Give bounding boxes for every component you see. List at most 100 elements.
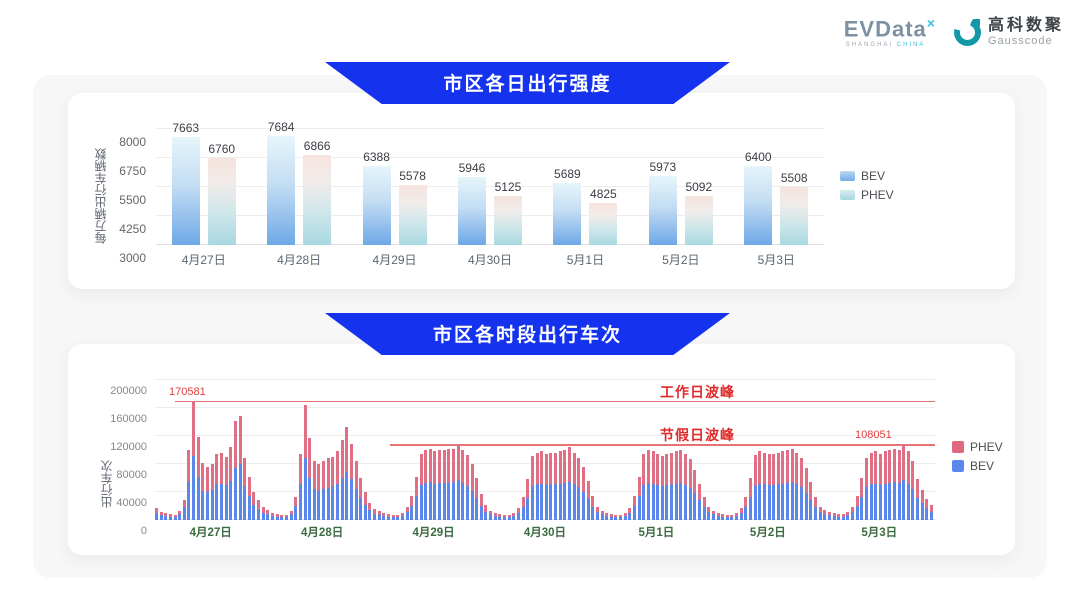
- phev-segment: [651, 451, 655, 484]
- phev-segment: [841, 514, 845, 517]
- bev-segment: [257, 508, 261, 520]
- hour-bar: [865, 458, 869, 520]
- bar-value-label: 7663: [172, 120, 200, 135]
- bev-segment: [489, 514, 493, 520]
- bev-segment: [674, 483, 678, 520]
- bev-segment: [897, 482, 901, 520]
- phev-segment: [795, 452, 799, 485]
- hour-bar: [554, 452, 558, 520]
- phev-segment: [452, 448, 455, 483]
- hour-bar: [363, 492, 367, 520]
- bev-segment: [168, 516, 172, 520]
- bev-segment: [846, 515, 850, 520]
- hour-bar: [233, 421, 237, 520]
- phev-segment: [247, 476, 251, 497]
- phev-segment: [869, 452, 873, 485]
- hour-bar: [568, 447, 572, 520]
- holiday-peak-label: 节假日波峰: [660, 427, 735, 444]
- bar-group: 5946 5125: [457, 160, 522, 245]
- bev-segment: [581, 492, 585, 520]
- legend-item-bev: BEV: [952, 459, 1003, 473]
- bev-segment: [911, 488, 915, 520]
- phev-bar-column: 5508: [780, 171, 809, 245]
- phev-segment: [289, 510, 293, 515]
- phev-bar: [207, 157, 236, 245]
- phev-swatch-icon: [840, 190, 855, 200]
- bev-segment: [345, 472, 349, 520]
- bev-segment: [554, 484, 558, 520]
- bev-segment: [512, 515, 516, 520]
- phev-bar: [684, 196, 713, 245]
- hour-bar: [693, 469, 697, 520]
- phev-segment: [916, 478, 920, 498]
- hour-bar: [749, 478, 752, 520]
- bev-segment: [275, 516, 279, 520]
- bev-segment: [688, 487, 692, 520]
- phev-segment: [540, 451, 544, 484]
- phev-segment: [878, 454, 882, 485]
- hour-bar: [442, 450, 446, 520]
- hour-bar: [577, 457, 581, 520]
- hour-bar: [929, 505, 933, 520]
- hour-bar: [164, 513, 168, 520]
- bev-segment: [219, 483, 223, 520]
- bev-segment: [428, 482, 432, 520]
- hour-bar: [540, 451, 544, 520]
- hour-bar: [433, 451, 437, 520]
- bev-segment: [735, 515, 739, 520]
- hour-bar: [911, 461, 915, 520]
- phev-segment: [400, 513, 404, 516]
- hour-bar: [735, 513, 739, 520]
- hour-bar: [614, 515, 618, 520]
- gausscode-cn-name: 高科数聚: [987, 17, 1064, 35]
- bev-segment: [711, 514, 715, 520]
- bar-group: 5973 5092: [648, 160, 713, 245]
- bev-segment: [776, 484, 780, 520]
- hour-bar: [238, 416, 242, 520]
- hour-bar: [261, 507, 265, 520]
- bev-segment: [419, 485, 423, 520]
- phev-segment: [744, 496, 748, 507]
- bev-segment: [516, 513, 520, 520]
- phev-segment: [860, 478, 864, 497]
- hour-bar: [544, 454, 548, 520]
- bev-segment: [484, 511, 488, 520]
- phev-segment: [271, 513, 275, 516]
- y-tick-label: 6750: [119, 163, 146, 178]
- phev-segment: [428, 448, 432, 483]
- bar-value-label: 5946: [458, 160, 486, 175]
- hour-bar: [832, 513, 836, 520]
- hour-bar: [257, 500, 261, 520]
- bev-segment: [832, 515, 836, 520]
- hour-bar: [206, 466, 210, 520]
- bev-segment: [530, 486, 534, 520]
- x-tick-label: 5月2日: [662, 253, 700, 267]
- hour-bar: [484, 505, 488, 520]
- hour-bar: [155, 508, 158, 520]
- hour-bar: [920, 489, 924, 520]
- bev-segment: [697, 500, 701, 520]
- phev-segment: [818, 506, 822, 513]
- hour-bar: [767, 454, 771, 520]
- bev-segment: [535, 484, 539, 520]
- phev-segment: [920, 489, 924, 504]
- phev-segment: [906, 451, 910, 484]
- hour-bar: [776, 452, 780, 520]
- phev-segment: [800, 457, 804, 488]
- bev-segment: [331, 486, 335, 520]
- x-tick-label: 4月28日: [277, 253, 322, 267]
- hour-bar: [461, 450, 465, 520]
- phev-bar: [493, 195, 522, 245]
- phev-bar-column: 5578: [398, 169, 427, 245]
- bev-segment: [192, 455, 196, 520]
- phev-segment: [600, 510, 604, 515]
- phev-segment: [753, 454, 757, 486]
- phev-segment: [354, 460, 358, 489]
- bar-group: 6388 5578: [362, 150, 427, 245]
- hour-bar: [827, 511, 831, 520]
- bev-segment: [558, 483, 562, 520]
- phev-segment: [767, 454, 771, 485]
- bev-segment: [247, 496, 251, 520]
- bev-bar: [744, 166, 773, 245]
- phev-segment: [786, 450, 790, 483]
